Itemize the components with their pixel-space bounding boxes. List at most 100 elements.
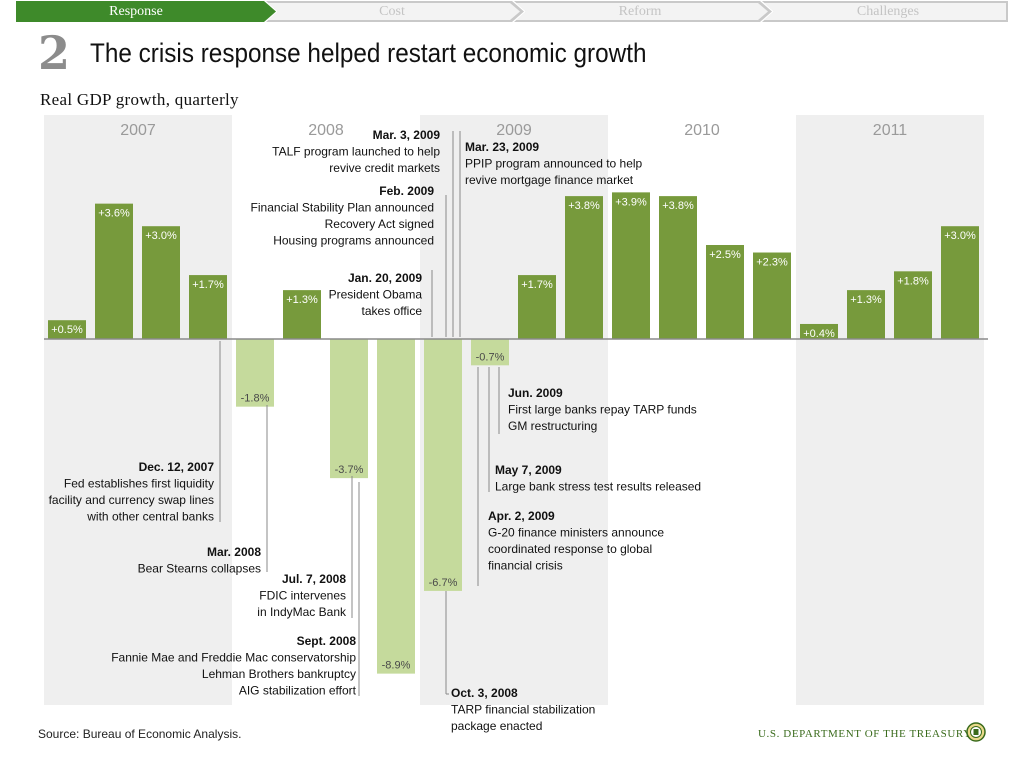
annotation-date-3: Sept. 2008 [297, 634, 357, 648]
annotation-text-0-3: with other central banks [86, 510, 214, 524]
annotation-date-6: Feb. 2009 [379, 184, 434, 198]
page-title: The crisis response helped restart econo… [90, 38, 647, 68]
bar-label-7: -8.9% [382, 660, 411, 672]
bar-label-12: +3.9% [615, 196, 647, 208]
annotation-text-6-3: Housing programs announced [273, 234, 434, 248]
bar-6 [330, 339, 368, 479]
annotation-text-10-1: Large bank stress test results released [495, 480, 701, 494]
annotation-date-4: Oct. 3, 2008 [451, 686, 518, 700]
bar-16 [800, 323, 838, 339]
annotation-text-5-2: takes office [362, 304, 423, 318]
annotation-date-7: Mar. 3, 2009 [373, 128, 441, 142]
annotation-text-3-1: Fannie Mae and Freddie Mac conservatorsh… [111, 651, 356, 665]
bar-8 [424, 339, 462, 591]
source-note: Source: Bureau of Economic Analysis. [38, 727, 242, 741]
annotation-date-0: Dec. 12, 2007 [139, 460, 215, 474]
bar-label-11: +3.8% [568, 200, 600, 212]
step-navigation: Response Cost Reform Challenges [16, 1, 1008, 22]
bar-label-1: +3.6% [98, 208, 130, 220]
bar-label-13: +3.8% [662, 200, 694, 212]
bar-5 [283, 290, 321, 339]
annotation-text-4-1: TARP financial stabilization [451, 703, 595, 717]
annotation-text-9-1: G-20 finance ministers announce [488, 526, 664, 540]
step-4-arrow-inner [764, 3, 1006, 20]
step-3-arrow-inner [516, 3, 768, 20]
annotation-text-7-2: revive credit markets [329, 161, 440, 175]
annotation-text-0-1: Fed establishes first liquidity [64, 477, 214, 491]
annotation-text-9-3: financial crisis [488, 559, 563, 573]
annotation-text-4-2: package enacted [451, 719, 542, 733]
step-response[interactable]: Response [109, 4, 163, 19]
bar-label-0: +0.5% [51, 324, 83, 336]
bar-label-18: +1.8% [897, 275, 929, 287]
annotation-text-3-3: AIG stabilization effort [239, 684, 357, 698]
annotation-text-6-2: Recovery Act signed [325, 217, 434, 231]
treasury-seal-icon [966, 722, 986, 742]
bar-label-5: +1.3% [286, 294, 318, 306]
section-number: 2 [38, 26, 71, 80]
bar-label-3: +1.7% [192, 279, 224, 291]
annotation-text-8-1: PPIP program announced to help [465, 157, 643, 171]
bar-label-6: -3.7% [335, 464, 364, 476]
year-label-2007: 2007 [120, 122, 156, 139]
bar-9 [471, 339, 509, 366]
bar-label-4: -1.8% [241, 393, 270, 405]
annotation-text-2-2: in IndyMac Bank [257, 605, 347, 619]
annotation-date-9: Apr. 2, 2009 [488, 509, 555, 523]
step-reform[interactable]: Reform [618, 4, 662, 19]
year-label-2009: 2009 [496, 122, 532, 139]
step-1-arrow[interactable] [16, 1, 276, 22]
annotation-text-7-1: TALF program launched to help [272, 145, 440, 159]
annotation-text-3-2: Lehman Brothers bankruptcy [202, 667, 356, 681]
annotation-text-1-1: Bear Stearns collapses [138, 562, 261, 576]
department-name: U.S. DEPARTMENT OF THE TREASURY [758, 728, 972, 740]
bar-label-10: +1.7% [521, 279, 553, 291]
year-label-2011: 2011 [873, 122, 908, 139]
step-challenges[interactable]: Challenges [856, 4, 920, 19]
bar-4 [236, 339, 274, 407]
bar-label-16: +0.4% [803, 328, 835, 340]
chart-subtitle: Real GDP growth, quarterly [40, 90, 239, 109]
step-2-arrow-inner [268, 3, 520, 20]
year-label-2010: 2010 [684, 122, 720, 139]
year-label-2008: 2008 [308, 122, 344, 139]
bar-13 [659, 196, 697, 339]
bar-10 [518, 275, 556, 339]
bar-15 [753, 252, 791, 339]
bar-label-2: +3.0% [145, 230, 177, 242]
annotation-date-5: Jan. 20, 2009 [348, 271, 422, 285]
bar-11 [565, 196, 603, 339]
bar-17 [847, 290, 885, 339]
annotation-text-6-1: Financial Stability Plan announced [251, 201, 434, 215]
bar-3 [189, 275, 227, 339]
bar-0 [48, 320, 86, 339]
annotation-date-8: Mar. 23, 2009 [465, 140, 539, 154]
bar-label-9: -0.7% [476, 351, 505, 363]
bar-14 [706, 245, 744, 339]
annotation-date-1: Mar. 2008 [207, 545, 261, 559]
bar-label-19: +3.0% [944, 230, 976, 242]
year-band-2011 [796, 115, 984, 705]
bar-7 [377, 339, 415, 674]
annotation-text-2-1: FDIC intervenes [259, 589, 346, 603]
annotation-date-11: Jun. 2009 [508, 386, 563, 400]
bar-1 [95, 203, 133, 339]
step-cost[interactable]: Cost [379, 4, 405, 19]
bar-2 [142, 226, 180, 339]
bar-label-14: +2.5% [709, 249, 741, 261]
annotation-date-10: May 7, 2009 [495, 463, 562, 477]
bar-18 [894, 271, 932, 339]
bar-label-17: +1.3% [850, 294, 882, 306]
annotation-text-5-1: President Obama [329, 288, 423, 302]
annotation-text-11-2: GM restructuring [508, 419, 597, 433]
annotation-text-9-2: coordinated response to global [488, 542, 652, 556]
annotation-date-2: Jul. 7, 2008 [282, 572, 346, 586]
bar-label-8: -6.7% [429, 577, 458, 589]
bar-label-15: +2.3% [756, 257, 788, 269]
step-arrows [16, 1, 1008, 22]
annotation-text-11-1: First large banks repay TARP funds [508, 403, 697, 417]
year-band-2007 [44, 115, 232, 705]
annotation-text-0-2: facility and currency swap lines [49, 493, 214, 507]
bar-12 [612, 192, 650, 339]
